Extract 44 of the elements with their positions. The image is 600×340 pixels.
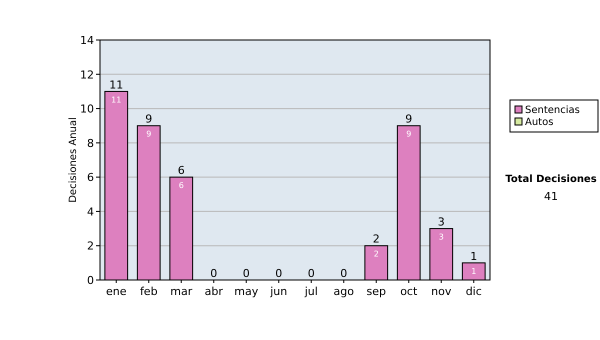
y-tick-label: 12: [80, 68, 94, 82]
text: 41: [544, 190, 558, 203]
x-tick-label: may: [234, 285, 259, 298]
total-label: 11: [109, 78, 124, 92]
x-tick-label: ago: [334, 285, 354, 298]
data-label: 9: [406, 130, 412, 139]
total-label: 1: [470, 250, 478, 263]
total-label: 0: [242, 267, 250, 280]
legend-label: Sentencias: [525, 105, 580, 116]
total-label: 2: [372, 232, 380, 246]
x-tick-label: mar: [170, 285, 193, 298]
data-label: 3: [438, 232, 444, 242]
x-tick-label: ene: [106, 285, 127, 298]
data-label: 1: [471, 266, 476, 276]
x-tick-label: dic: [466, 285, 482, 298]
total-label: 9: [145, 112, 152, 126]
total-label: 0: [340, 267, 348, 280]
total-label: 3: [438, 216, 445, 229]
y-tick-label: 6: [87, 171, 94, 184]
x-tick-label: jun: [269, 285, 288, 298]
x-tick-label: sep: [366, 285, 386, 298]
x-tick-label: jul: [304, 285, 318, 298]
total-label: 9: [405, 112, 412, 126]
y-tick-label: 8: [87, 136, 94, 150]
data-label: 9: [146, 130, 152, 139]
total-label: 0: [275, 267, 282, 280]
data-label: 2: [374, 250, 379, 259]
data-label: 6: [178, 181, 184, 190]
y-tick-label: 4: [87, 205, 94, 218]
x-tick-label: abr: [204, 285, 224, 298]
y-tick-label: 0: [87, 274, 94, 287]
legend-label: Autos: [525, 117, 554, 128]
y-axis-title: Decisiones Anual: [68, 117, 79, 203]
y-tick-label: 10: [80, 102, 94, 116]
y-tick-label: 2: [87, 240, 94, 253]
total-label: 6: [178, 164, 185, 178]
x-tick-label: nov: [431, 285, 452, 298]
y-tick-label: 14: [80, 34, 94, 47]
text: Total Decisiones: [505, 174, 597, 185]
total-label: 0: [308, 267, 315, 280]
data-label: 11: [111, 95, 122, 104]
x-tick-label: oct: [400, 285, 418, 298]
x-tick-label: feb: [140, 285, 158, 298]
total-label: 0: [210, 267, 218, 280]
